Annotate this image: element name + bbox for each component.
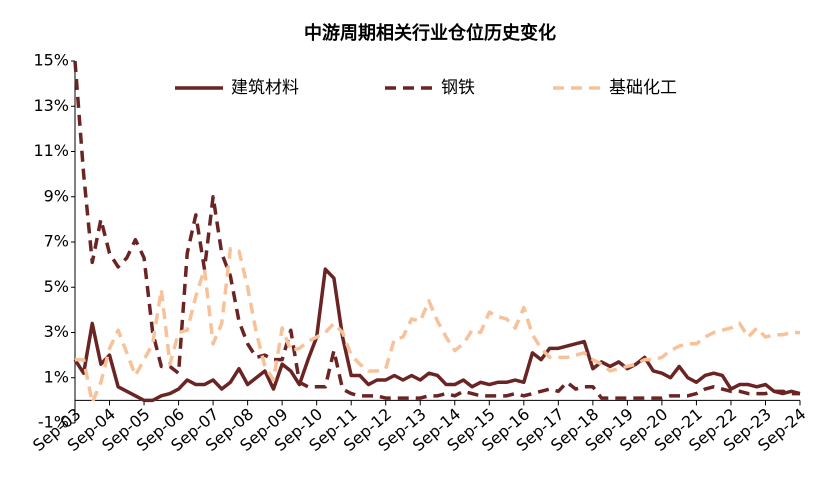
legend-label: 基础化工 [609, 78, 677, 98]
y-tick-label: 11% [33, 141, 69, 160]
series-line [73, 60, 800, 400]
y-tick-label: 5% [44, 277, 69, 296]
y-tick-label: 1% [44, 367, 69, 386]
y-tick-label: -1% [38, 413, 69, 432]
y-tick-label: 9% [44, 186, 69, 205]
series-line [75, 247, 800, 405]
y-tick-label: 15% [33, 51, 69, 70]
y-tick-label: 7% [44, 232, 69, 251]
y-tick-label: 3% [44, 322, 69, 341]
chart-title: 中游周期相关行业仓位历史变化 [304, 22, 556, 44]
series-line [73, 267, 801, 403]
legend-label: 建筑材料 [231, 78, 299, 98]
legend-label: 钢铁 [441, 78, 475, 98]
y-tick-label: 13% [33, 96, 69, 115]
